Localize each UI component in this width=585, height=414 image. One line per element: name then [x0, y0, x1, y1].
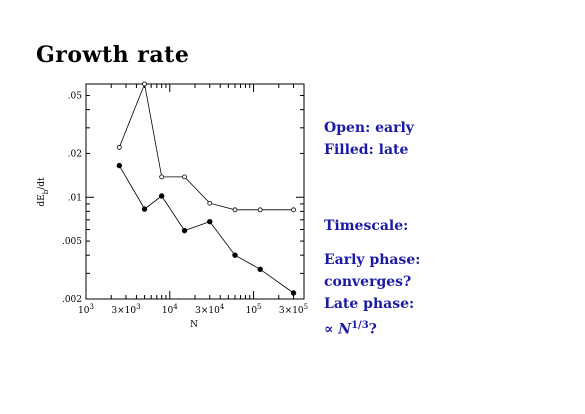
x-tick-label: 3×105 — [279, 303, 308, 316]
axis-ticks — [85, 83, 305, 300]
note-filled-late: Filled: late — [324, 142, 409, 158]
marker-open — [257, 207, 263, 213]
marker-open — [182, 174, 187, 180]
series-line-filled — [118, 165, 294, 294]
legend-notes: Open: early Filled: late — [324, 117, 414, 161]
marker-filled — [290, 290, 297, 296]
marker-filled — [232, 252, 238, 258]
x-tick-label: 105 — [246, 303, 262, 316]
marker-open — [232, 207, 238, 213]
marker-filled — [141, 206, 148, 212]
marker-filled — [257, 266, 263, 272]
note-converges: converges? — [324, 274, 412, 290]
marker-open — [116, 145, 122, 150]
y-tick-label: .02 — [68, 149, 82, 159]
slide-title: Growth rate — [36, 42, 190, 68]
marker-filled — [158, 193, 165, 199]
y-tick-label: .01 — [68, 193, 82, 203]
x-axis-label: N — [190, 320, 198, 330]
phase-notes: Early phase: converges? Late phase: ∝ N1… — [324, 249, 421, 338]
marker-filled — [181, 227, 188, 234]
note-late-phase: Late phase: — [324, 296, 415, 312]
marker-open — [159, 174, 165, 180]
marker-open — [207, 200, 213, 206]
note-scaling: ∝ N1/3? — [324, 320, 377, 338]
x-tick-label: 104 — [162, 303, 178, 316]
note-early-phase: Early phase: — [324, 252, 421, 268]
marker-open — [142, 81, 147, 87]
series-lines — [118, 82, 294, 294]
marker-filled — [116, 162, 123, 169]
y-tick-label: .05 — [68, 92, 83, 102]
tick-labels: 103 3×103 104 3×104 105 3×105 .002 .005 .01 .02 .0… — [62, 92, 308, 316]
note-timescale: Timescale: — [324, 218, 409, 234]
y-tick-label: .002 — [62, 295, 82, 305]
x-tick-label: 3×104 — [195, 303, 225, 316]
marker-open — [291, 207, 296, 213]
plot-frame — [85, 83, 305, 300]
data-markers — [116, 81, 297, 296]
x-tick-label: 103 — [78, 303, 94, 316]
y-axis-label: dEb/dt — [37, 177, 50, 207]
x-tick-label: 3×103 — [111, 303, 140, 316]
note-open-early: Open: early — [324, 120, 414, 136]
y-tick-label: .005 — [62, 237, 82, 247]
marker-filled — [207, 218, 213, 225]
series-line-open — [118, 82, 294, 211]
